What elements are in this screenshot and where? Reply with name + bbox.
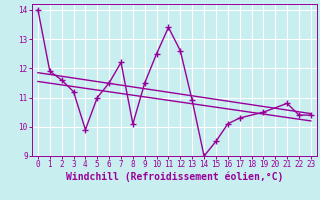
X-axis label: Windchill (Refroidissement éolien,°C): Windchill (Refroidissement éolien,°C) <box>66 172 283 182</box>
